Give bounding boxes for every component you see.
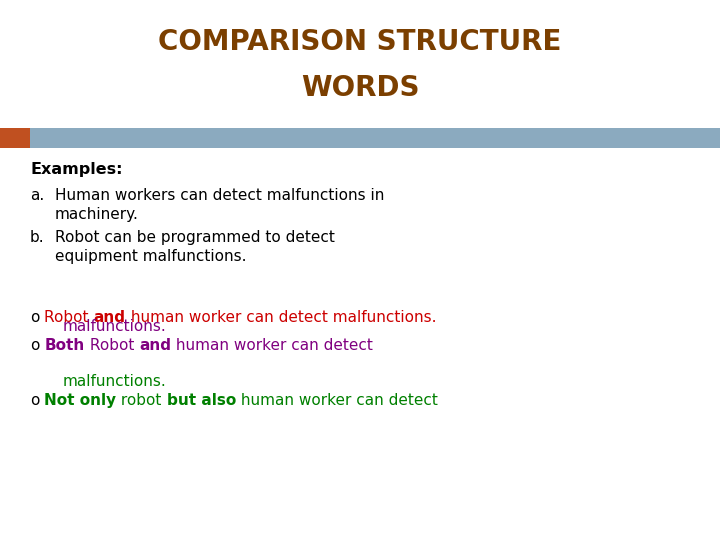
Bar [0, 128, 30, 148]
Text: Robot: Robot [45, 310, 94, 325]
Text: o: o [30, 393, 40, 408]
Text: o: o [30, 310, 40, 325]
Text: malfunctions.: malfunctions. [63, 319, 166, 334]
Text: human worker can detect: human worker can detect [171, 338, 373, 353]
Text: Not only: Not only [45, 393, 117, 408]
Text: machinery.: machinery. [55, 207, 139, 222]
Text: and: and [94, 310, 126, 325]
Text: Examples:: Examples: [30, 162, 122, 177]
Text: o: o [30, 338, 40, 353]
Text: Both: Both [45, 338, 85, 353]
Text: Robot: Robot [85, 338, 139, 353]
Text: Robot can be programmed to detect: Robot can be programmed to detect [55, 230, 335, 245]
Text: and: and [139, 338, 171, 353]
Text: a.: a. [30, 188, 44, 203]
Text: equipment malfunctions.: equipment malfunctions. [55, 249, 246, 264]
Text: robot: robot [117, 393, 167, 408]
Text: but also: but also [167, 393, 236, 408]
Text: human worker can detect malfunctions.: human worker can detect malfunctions. [126, 310, 436, 325]
Text: human worker can detect: human worker can detect [236, 393, 438, 408]
Text: malfunctions.: malfunctions. [63, 374, 166, 389]
Text: COMPARISON STRUCTURE: COMPARISON STRUCTURE [158, 28, 562, 56]
Text: b.: b. [30, 230, 45, 245]
Text: WORDS: WORDS [301, 74, 419, 102]
Bar [0, 128, 720, 148]
Text: Human workers can detect malfunctions in: Human workers can detect malfunctions in [55, 188, 384, 203]
